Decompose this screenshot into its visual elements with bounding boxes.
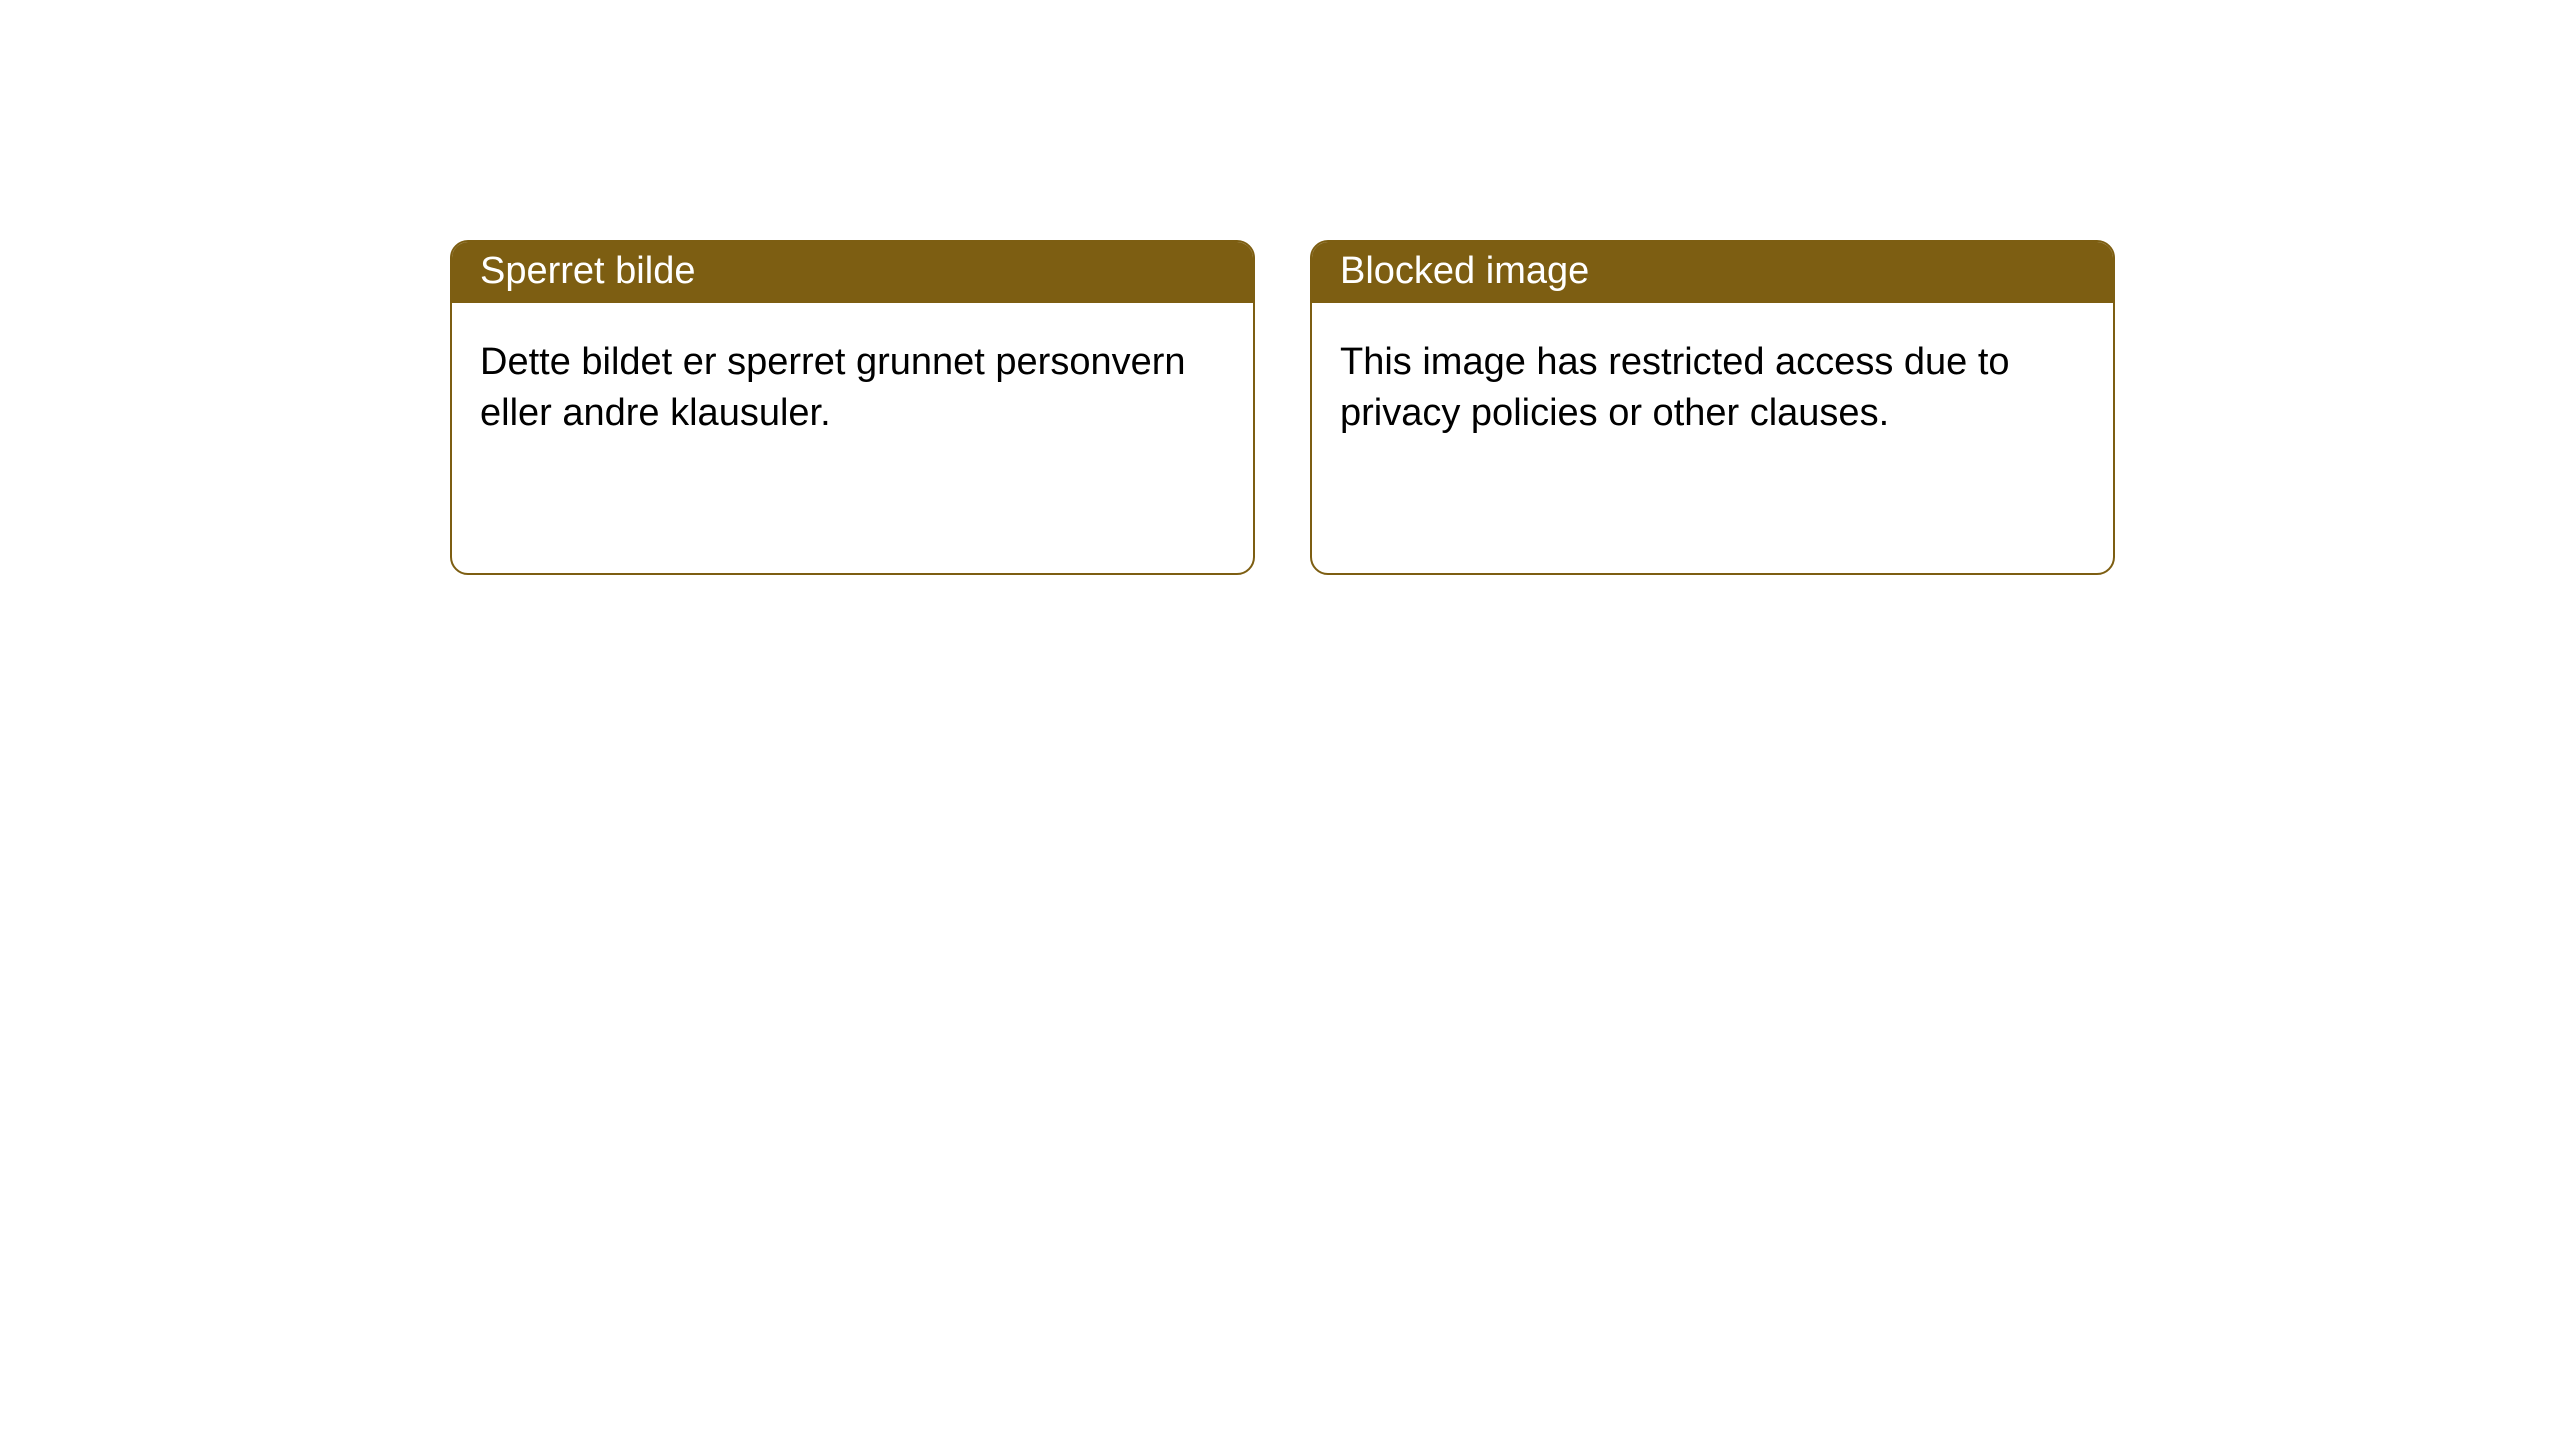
notice-card-norwegian: Sperret bilde Dette bildet er sperret gr… — [450, 240, 1255, 575]
notice-body: This image has restricted access due to … — [1312, 303, 2113, 474]
notice-body: Dette bildet er sperret grunnet personve… — [452, 303, 1253, 474]
notice-container: Sperret bilde Dette bildet er sperret gr… — [0, 0, 2560, 575]
notice-title: Blocked image — [1312, 242, 2113, 303]
notice-title: Sperret bilde — [452, 242, 1253, 303]
notice-card-english: Blocked image This image has restricted … — [1310, 240, 2115, 575]
